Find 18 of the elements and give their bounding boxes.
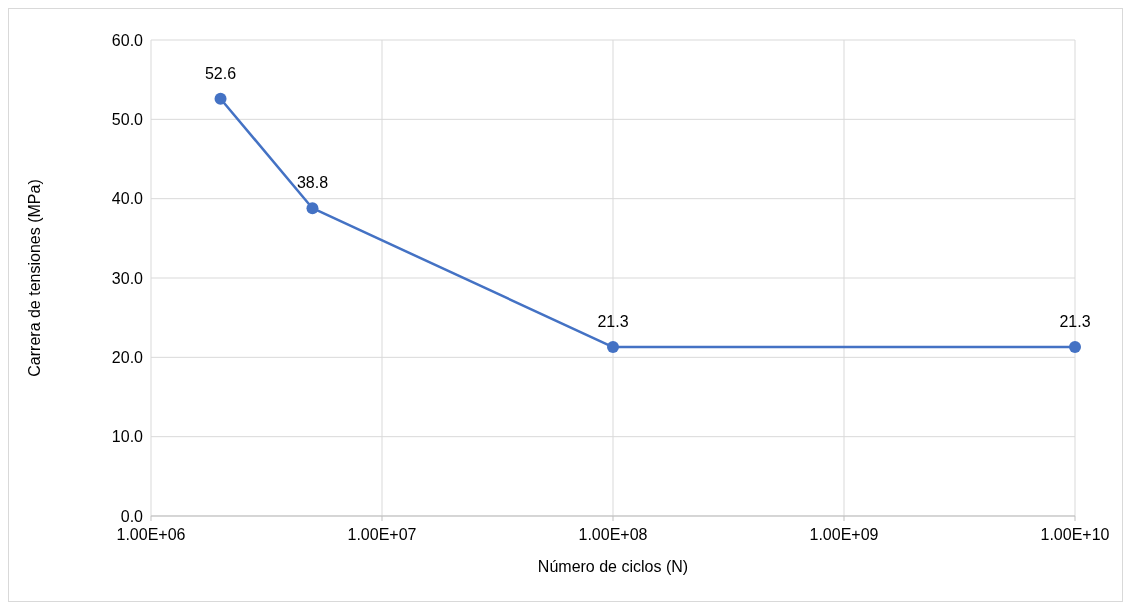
data-label: 21.3 xyxy=(1059,313,1091,331)
y-axis-title: Carrera de tensiones (MPa) xyxy=(26,179,43,377)
x-axis-title: Número de ciclos (N) xyxy=(537,558,689,575)
data-label: 52.6 xyxy=(204,64,237,82)
x-tick-label: 1.00E+08 xyxy=(578,526,648,543)
x-tick-label: 1.00E+06 xyxy=(116,526,186,543)
x-tick-label: 1.00E+10 xyxy=(1040,526,1110,543)
data-label: 38.8 xyxy=(296,174,329,192)
y-tick-label: 60.0 xyxy=(111,31,144,49)
y-tick-label: 30.0 xyxy=(111,269,144,287)
y-tick-label: 20.0 xyxy=(111,348,144,366)
y-tick-label: 10.0 xyxy=(111,428,144,446)
x-tick-label: 1.00E+09 xyxy=(809,526,879,543)
x-tick-label: 1.00E+07 xyxy=(347,526,417,543)
y-tick-label: 50.0 xyxy=(111,110,144,128)
y-tick-label: 0.0 xyxy=(120,507,144,525)
data-label: 21.3 xyxy=(597,313,629,331)
y-tick-label: 40.0 xyxy=(111,190,144,208)
